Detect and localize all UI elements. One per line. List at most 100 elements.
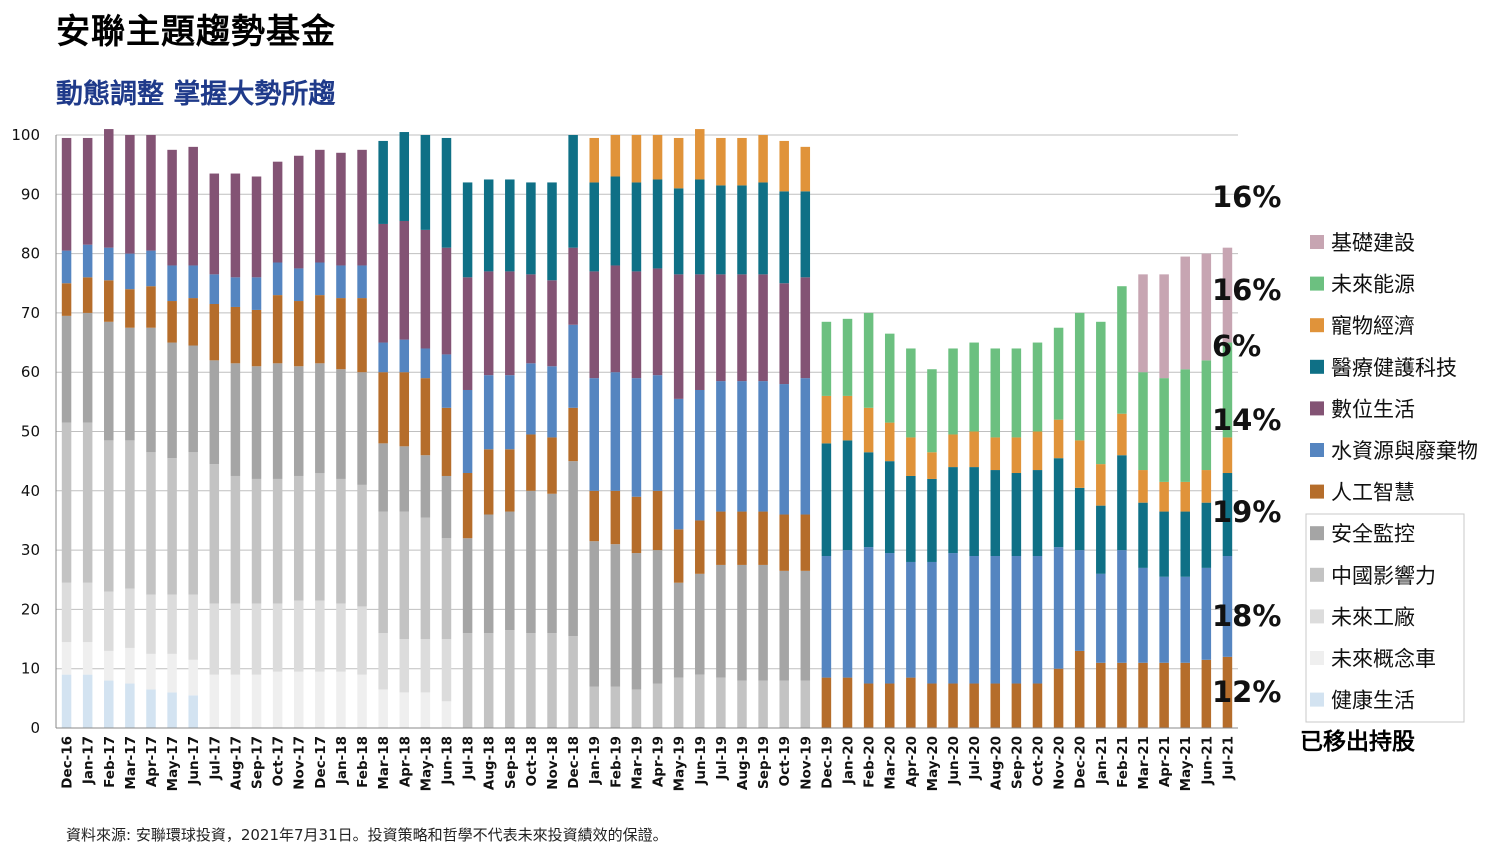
percent-annotation: 16% bbox=[1212, 180, 1281, 214]
bar-segment bbox=[272, 603, 283, 672]
bar-segment bbox=[1032, 342, 1043, 432]
bar-segment bbox=[990, 470, 1001, 557]
bar-segment bbox=[695, 179, 705, 275]
x-tick-label: Apr-18 bbox=[397, 736, 413, 787]
legend-swatch bbox=[1310, 609, 1324, 624]
bar-segment bbox=[462, 389, 473, 474]
bar-segment bbox=[737, 564, 747, 681]
bar-segment bbox=[188, 452, 198, 595]
bar-segment bbox=[420, 229, 431, 349]
bar-segment bbox=[441, 407, 452, 476]
bar-segment bbox=[441, 538, 452, 640]
bar-segment bbox=[462, 277, 473, 390]
bar-segment bbox=[800, 570, 811, 681]
bar-segment bbox=[927, 683, 937, 728]
bar-segment bbox=[927, 478, 937, 562]
bar-segment bbox=[547, 493, 557, 634]
bar-segment bbox=[357, 298, 367, 373]
bar-segment bbox=[631, 271, 642, 379]
bar-segment bbox=[483, 633, 494, 728]
bar-segment bbox=[990, 683, 1001, 728]
bar-segment bbox=[589, 182, 599, 272]
bar-segment bbox=[526, 274, 536, 364]
bar-segment bbox=[1222, 247, 1233, 343]
bar-segment bbox=[251, 277, 262, 310]
x-tick-label: Nov-18 bbox=[545, 736, 561, 790]
bar-segment bbox=[1074, 650, 1085, 728]
bar-segment bbox=[758, 564, 768, 681]
bar-segment bbox=[716, 564, 726, 678]
bar-segment bbox=[1032, 470, 1043, 557]
bar-segment bbox=[505, 449, 515, 512]
bar-segment bbox=[315, 473, 325, 601]
bar-segment bbox=[125, 440, 135, 589]
bar-segment bbox=[927, 452, 937, 479]
bar-segment bbox=[61, 250, 72, 284]
bar-segment bbox=[505, 179, 515, 272]
bar-segment bbox=[1201, 253, 1212, 361]
bar-segment bbox=[673, 274, 684, 399]
legend-swatch bbox=[1310, 692, 1324, 707]
bar-segment bbox=[1096, 573, 1106, 663]
bar-segment bbox=[948, 348, 958, 435]
bar-segment bbox=[1222, 437, 1233, 474]
x-tick-label: Dec-17 bbox=[313, 736, 329, 789]
bar-segment bbox=[863, 312, 874, 408]
bar-segment bbox=[779, 140, 789, 192]
x-tick-label: Nov-19 bbox=[798, 736, 814, 790]
bar-segment bbox=[737, 274, 747, 382]
bar-segment bbox=[315, 600, 325, 672]
legend: 基礎建設未來能源寵物經濟醫療健護科技數位生活水資源與廢棄物人工智慧安全監控中國影… bbox=[1300, 231, 1478, 755]
x-tick-label: Sep-19 bbox=[756, 736, 772, 789]
bar-segment bbox=[378, 140, 388, 224]
x-tick-label: Jul-18 bbox=[461, 736, 477, 781]
bar-segment bbox=[1201, 470, 1212, 503]
bar-segment bbox=[1159, 274, 1169, 379]
legend-label: 醫療健護科技 bbox=[1331, 356, 1457, 380]
bar-segment bbox=[230, 603, 241, 675]
bar-segment bbox=[821, 395, 832, 444]
x-tick-label: Sep-20 bbox=[1009, 736, 1025, 789]
bar-segment bbox=[884, 683, 895, 728]
bar-segment bbox=[990, 556, 1001, 684]
bar-segment bbox=[357, 674, 367, 728]
bar-segment bbox=[272, 295, 283, 364]
bar-segment bbox=[969, 467, 979, 557]
bar-segment bbox=[315, 363, 325, 474]
bar-segment bbox=[61, 582, 72, 643]
legend-label: 基礎建設 bbox=[1331, 231, 1415, 255]
bar-segment bbox=[906, 437, 916, 476]
bar-segment bbox=[483, 179, 494, 272]
bar-segment bbox=[948, 553, 958, 684]
legend-label: 未來概念車 bbox=[1331, 647, 1436, 671]
bar-segment bbox=[167, 692, 177, 728]
bar-segment bbox=[125, 135, 135, 254]
removed-holdings-label: 已移出持股 bbox=[1300, 729, 1415, 755]
bar-segment bbox=[1159, 576, 1169, 663]
bar-segment bbox=[399, 446, 410, 512]
bar-segment bbox=[1053, 419, 1064, 459]
bar-segment bbox=[399, 220, 410, 340]
bar-segment bbox=[483, 449, 494, 515]
bar-segment bbox=[104, 650, 114, 681]
bar-segment bbox=[399, 372, 410, 447]
bar-segment bbox=[1201, 502, 1212, 568]
x-tick-label: Apr-21 bbox=[1157, 736, 1173, 787]
bar-segment bbox=[610, 490, 621, 545]
bar-segment bbox=[420, 517, 431, 640]
bar-segment bbox=[610, 686, 621, 728]
bar-segment bbox=[230, 363, 241, 476]
x-tick-label: Mar-21 bbox=[1136, 736, 1152, 790]
bar-segment bbox=[610, 176, 621, 266]
bar-segment bbox=[1180, 256, 1190, 370]
x-tick-label: Jul-21 bbox=[1220, 736, 1236, 781]
x-tick-label: Aug-18 bbox=[482, 736, 498, 790]
x-tick-label: Jun-21 bbox=[1199, 736, 1215, 786]
bar-segment bbox=[863, 547, 874, 684]
bar-segment bbox=[990, 437, 1001, 471]
bar-segment bbox=[146, 135, 156, 251]
bar-segment bbox=[272, 478, 283, 604]
bar-segment bbox=[104, 440, 114, 592]
bar-segment bbox=[1138, 567, 1148, 663]
y-tick-label: 10 bbox=[21, 660, 40, 678]
